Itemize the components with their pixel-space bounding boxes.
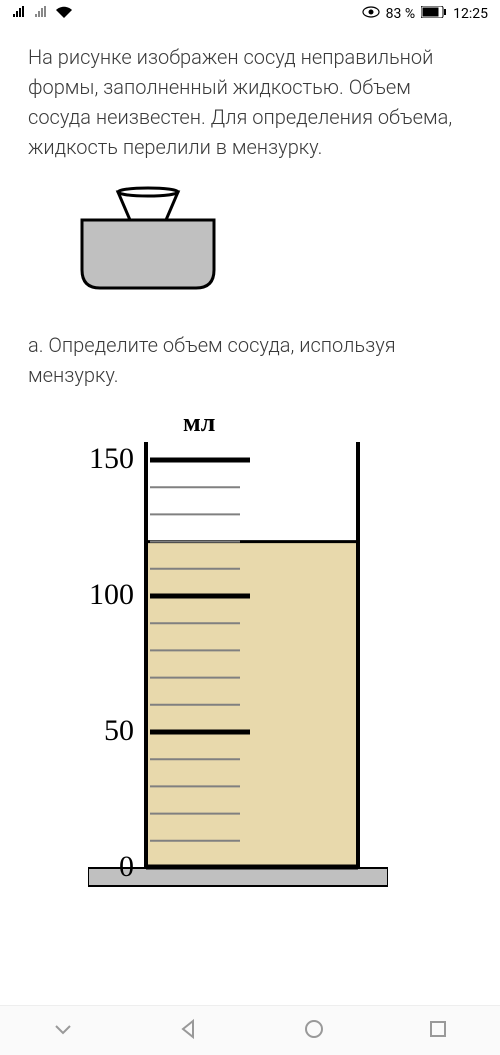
nav-bar — [0, 1005, 500, 1055]
content: На рисунке изображен сосуд неправильной … — [0, 28, 500, 1005]
status-right: 83 % 12:25 — [362, 6, 488, 22]
signal-icon-1 — [12, 6, 28, 22]
signal-icon-2 — [34, 6, 50, 22]
home-icon[interactable] — [303, 1018, 325, 1044]
recent-icon[interactable] — [428, 1019, 448, 1043]
cylinder-unit-label: мл — [183, 408, 472, 438]
cylinder-tick-label: 50 — [74, 714, 134, 748]
cylinder-svg-wrap: 150100500 — [88, 440, 472, 904]
cylinder-tick-label: 100 — [74, 578, 134, 612]
cylinder-tick-label: 0 — [74, 850, 134, 884]
clock-time: 12:25 — [453, 6, 488, 22]
battery-icon — [421, 6, 447, 22]
problem-text: На рисунке изображен сосуд неправильной … — [28, 42, 472, 162]
status-bar: 83 % 12:25 — [0, 0, 500, 28]
chevron-down-icon[interactable] — [52, 1018, 74, 1044]
cylinder-figure: мл 150100500 — [88, 408, 472, 904]
back-icon[interactable] — [177, 1018, 199, 1044]
battery-pct: 83 % — [386, 6, 415, 22]
cylinder-tick-label: 150 — [74, 442, 134, 476]
wifi-icon — [56, 6, 72, 22]
status-left — [12, 6, 72, 22]
vessel-figure — [58, 186, 472, 300]
question-text: a. Определите объем сосуда, используя ме… — [28, 330, 472, 390]
eye-icon — [362, 6, 380, 22]
